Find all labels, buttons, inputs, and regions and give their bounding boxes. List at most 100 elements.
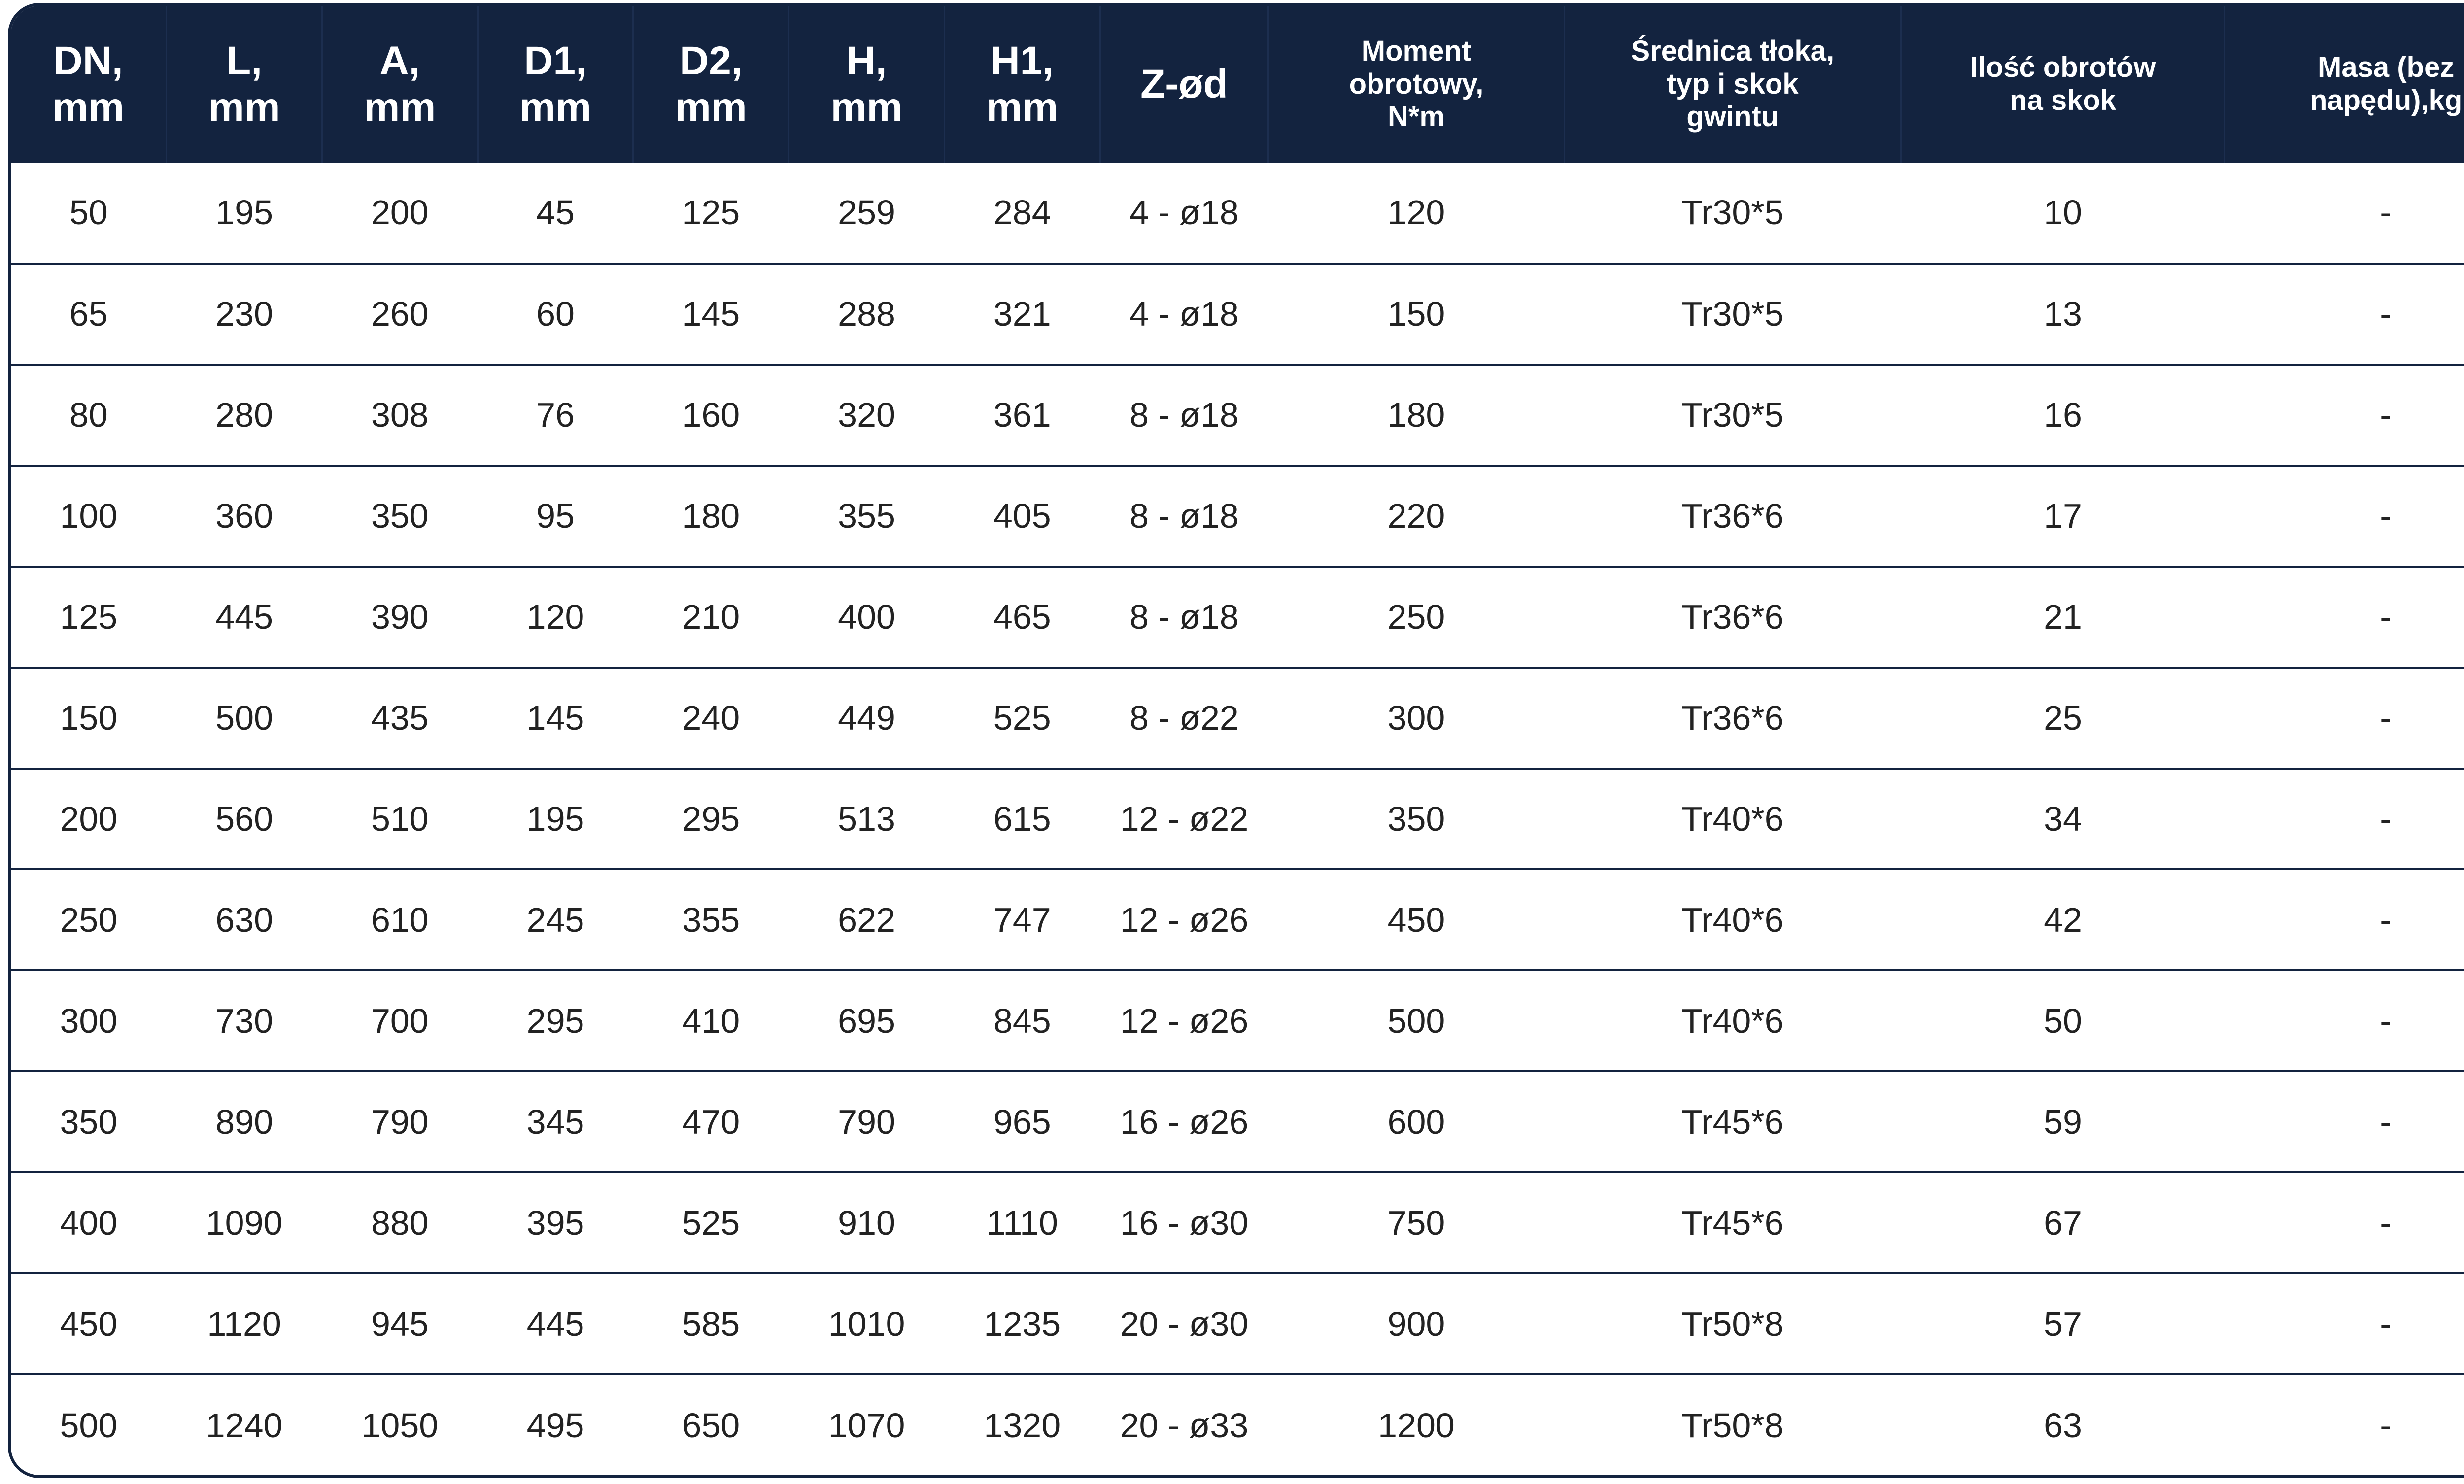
- table-cell: 750: [1387, 1203, 1445, 1242]
- table-cell: 880: [371, 1203, 429, 1242]
- table-cell: 12 - ø26: [1120, 1001, 1249, 1040]
- table-cell: 295: [526, 1001, 584, 1040]
- table-cell: 145: [526, 699, 584, 738]
- table-cell: 1090: [205, 1203, 283, 1242]
- column-header: H1, mm: [944, 6, 1101, 163]
- table-cell: -: [2380, 1001, 2392, 1040]
- table-cell: 350: [60, 1102, 118, 1141]
- table-row: 250 630 610 245 355 622 747 12 - ø26 450 Tr40*6 42…: [11, 869, 2464, 970]
- table-cell: 1200: [1378, 1406, 1455, 1445]
- table-cell: 16: [2044, 396, 2082, 435]
- column-header-line: mm: [519, 85, 591, 130]
- table-cell: 12 - ø26: [1120, 900, 1249, 939]
- table-cell: 308: [371, 396, 429, 435]
- table-cell: 230: [215, 295, 273, 334]
- table-cell: Tr30*5: [1681, 193, 1784, 232]
- table-row: 80 280 308 76 160 320 361 8 - ø18 180 Tr30*5 16 -: [11, 364, 2464, 466]
- table-cell: 585: [682, 1304, 740, 1343]
- table-cell: 1120: [207, 1304, 281, 1343]
- table-cell: 25: [2044, 699, 2082, 738]
- column-header-line: D2,: [680, 38, 743, 83]
- column-header: L, mm: [166, 6, 323, 163]
- table-cell: 57: [2044, 1304, 2082, 1343]
- table-cell: Tr50*8: [1681, 1406, 1784, 1445]
- table-cell: 8 - ø18: [1129, 497, 1239, 536]
- column-header-line: Ilość obrotów: [1970, 51, 2156, 84]
- table-cell: 220: [1387, 497, 1445, 536]
- table-cell: 67: [2044, 1203, 2082, 1242]
- table-cell: 20 - ø33: [1120, 1406, 1249, 1445]
- table-cell: -: [2380, 1406, 2392, 1445]
- table-cell: 59: [2044, 1102, 2082, 1141]
- table-cell: 410: [682, 1001, 740, 1040]
- column-header-line: L,: [226, 38, 263, 83]
- table-cell: 284: [993, 193, 1051, 232]
- column-header-line: napędu),kg: [2309, 84, 2463, 116]
- column-header-line: obrotowy,: [1349, 67, 1484, 100]
- table-cell: 10: [2044, 193, 2082, 232]
- table-cell: 321: [993, 295, 1051, 334]
- table-cell: -: [2380, 396, 2392, 435]
- column-header: Moment obrotowy, N*m: [1268, 6, 1565, 163]
- table-row: 500 1240 1050 495 650 1070 1320 20 - ø33 1200 Tr5…: [11, 1374, 2464, 1475]
- table-row: 400 1090 880 395 525 910 1110 16 - ø30 750 Tr45*6…: [11, 1172, 2464, 1273]
- table-cell: 210: [682, 598, 740, 637]
- table-cell: 145: [682, 295, 740, 334]
- table-cell: 700: [371, 1001, 429, 1040]
- table-cell: 513: [838, 799, 895, 838]
- table-cell: Tr40*6: [1681, 1001, 1784, 1040]
- table-cell: 730: [215, 1001, 273, 1040]
- table-cell: 63: [2044, 1406, 2082, 1445]
- table-cell: Tr30*5: [1681, 396, 1784, 435]
- table-cell: 650: [682, 1406, 740, 1445]
- table-cell: 1240: [205, 1406, 283, 1445]
- table-row: 450 1120 945 445 585 1010 1235 20 - ø30 900 Tr50*…: [11, 1273, 2464, 1374]
- table-cell: -: [2380, 193, 2392, 232]
- table-cell: 445: [215, 598, 273, 637]
- table-cell: 1320: [984, 1406, 1061, 1445]
- table-cell: 890: [215, 1102, 273, 1141]
- table-row: 50 195 200 45 125 259 284 4 - ø18 120 Tr30*5 10 -: [11, 163, 2464, 264]
- table-cell: 4 - ø18: [1129, 193, 1239, 232]
- table-cell: -: [2380, 295, 2392, 334]
- column-header: D1, mm: [478, 6, 634, 163]
- table-cell: Tr36*6: [1681, 497, 1784, 536]
- table-row: 150 500 435 145 240 449 525 8 - ø22 300 Tr36*6 25 -: [11, 667, 2464, 769]
- table-cell: 295: [682, 799, 740, 838]
- table-cell: 615: [993, 799, 1051, 838]
- table-cell: 400: [60, 1203, 118, 1242]
- table-cell: 747: [993, 900, 1051, 939]
- table-cell: 20 - ø30: [1120, 1304, 1249, 1343]
- table-cell: -: [2380, 699, 2392, 738]
- table-cell: 125: [60, 598, 118, 637]
- column-header-line: A,: [379, 38, 420, 83]
- table-cell: 500: [1387, 1001, 1445, 1040]
- column-header-line: Z-ød: [1140, 61, 1228, 106]
- column-header: Średnica tłoka, typ i skok gwintu: [1564, 6, 1902, 163]
- table-cell: 450: [60, 1304, 118, 1343]
- table-row: 65 230 260 60 145 288 321 4 - ø18 150 Tr30*5 13 -: [11, 263, 2464, 365]
- table-cell: 361: [993, 396, 1051, 435]
- column-header-line: mm: [52, 85, 125, 130]
- table-cell: 4 - ø18: [1129, 295, 1239, 334]
- table-cell: 435: [371, 699, 429, 738]
- table-cell: 910: [838, 1203, 895, 1242]
- table-cell: 42: [2044, 900, 2082, 939]
- table-cell: 405: [993, 497, 1051, 536]
- table-cell: 200: [60, 799, 118, 838]
- column-header-line: mm: [830, 85, 903, 130]
- table-cell: 400: [838, 598, 895, 637]
- table-row: 200 560 510 195 295 513 615 12 - ø22 350 Tr40*6 34…: [11, 768, 2464, 870]
- table-cell: 65: [69, 295, 108, 334]
- column-header-line: Średnica tłoka,: [1631, 34, 1835, 67]
- column-header: DN, mm: [11, 6, 168, 163]
- table-cell: 1010: [828, 1304, 905, 1343]
- table-cell: 250: [60, 900, 118, 939]
- column-header: Z-ød: [1100, 6, 1269, 163]
- column-header: A, mm: [322, 6, 479, 163]
- table-cell: 50: [2044, 1001, 2082, 1040]
- table-cell: 790: [371, 1102, 429, 1141]
- table-cell: 450: [1387, 900, 1445, 939]
- table-cell: 395: [526, 1203, 584, 1242]
- column-header-line: mm: [208, 85, 280, 130]
